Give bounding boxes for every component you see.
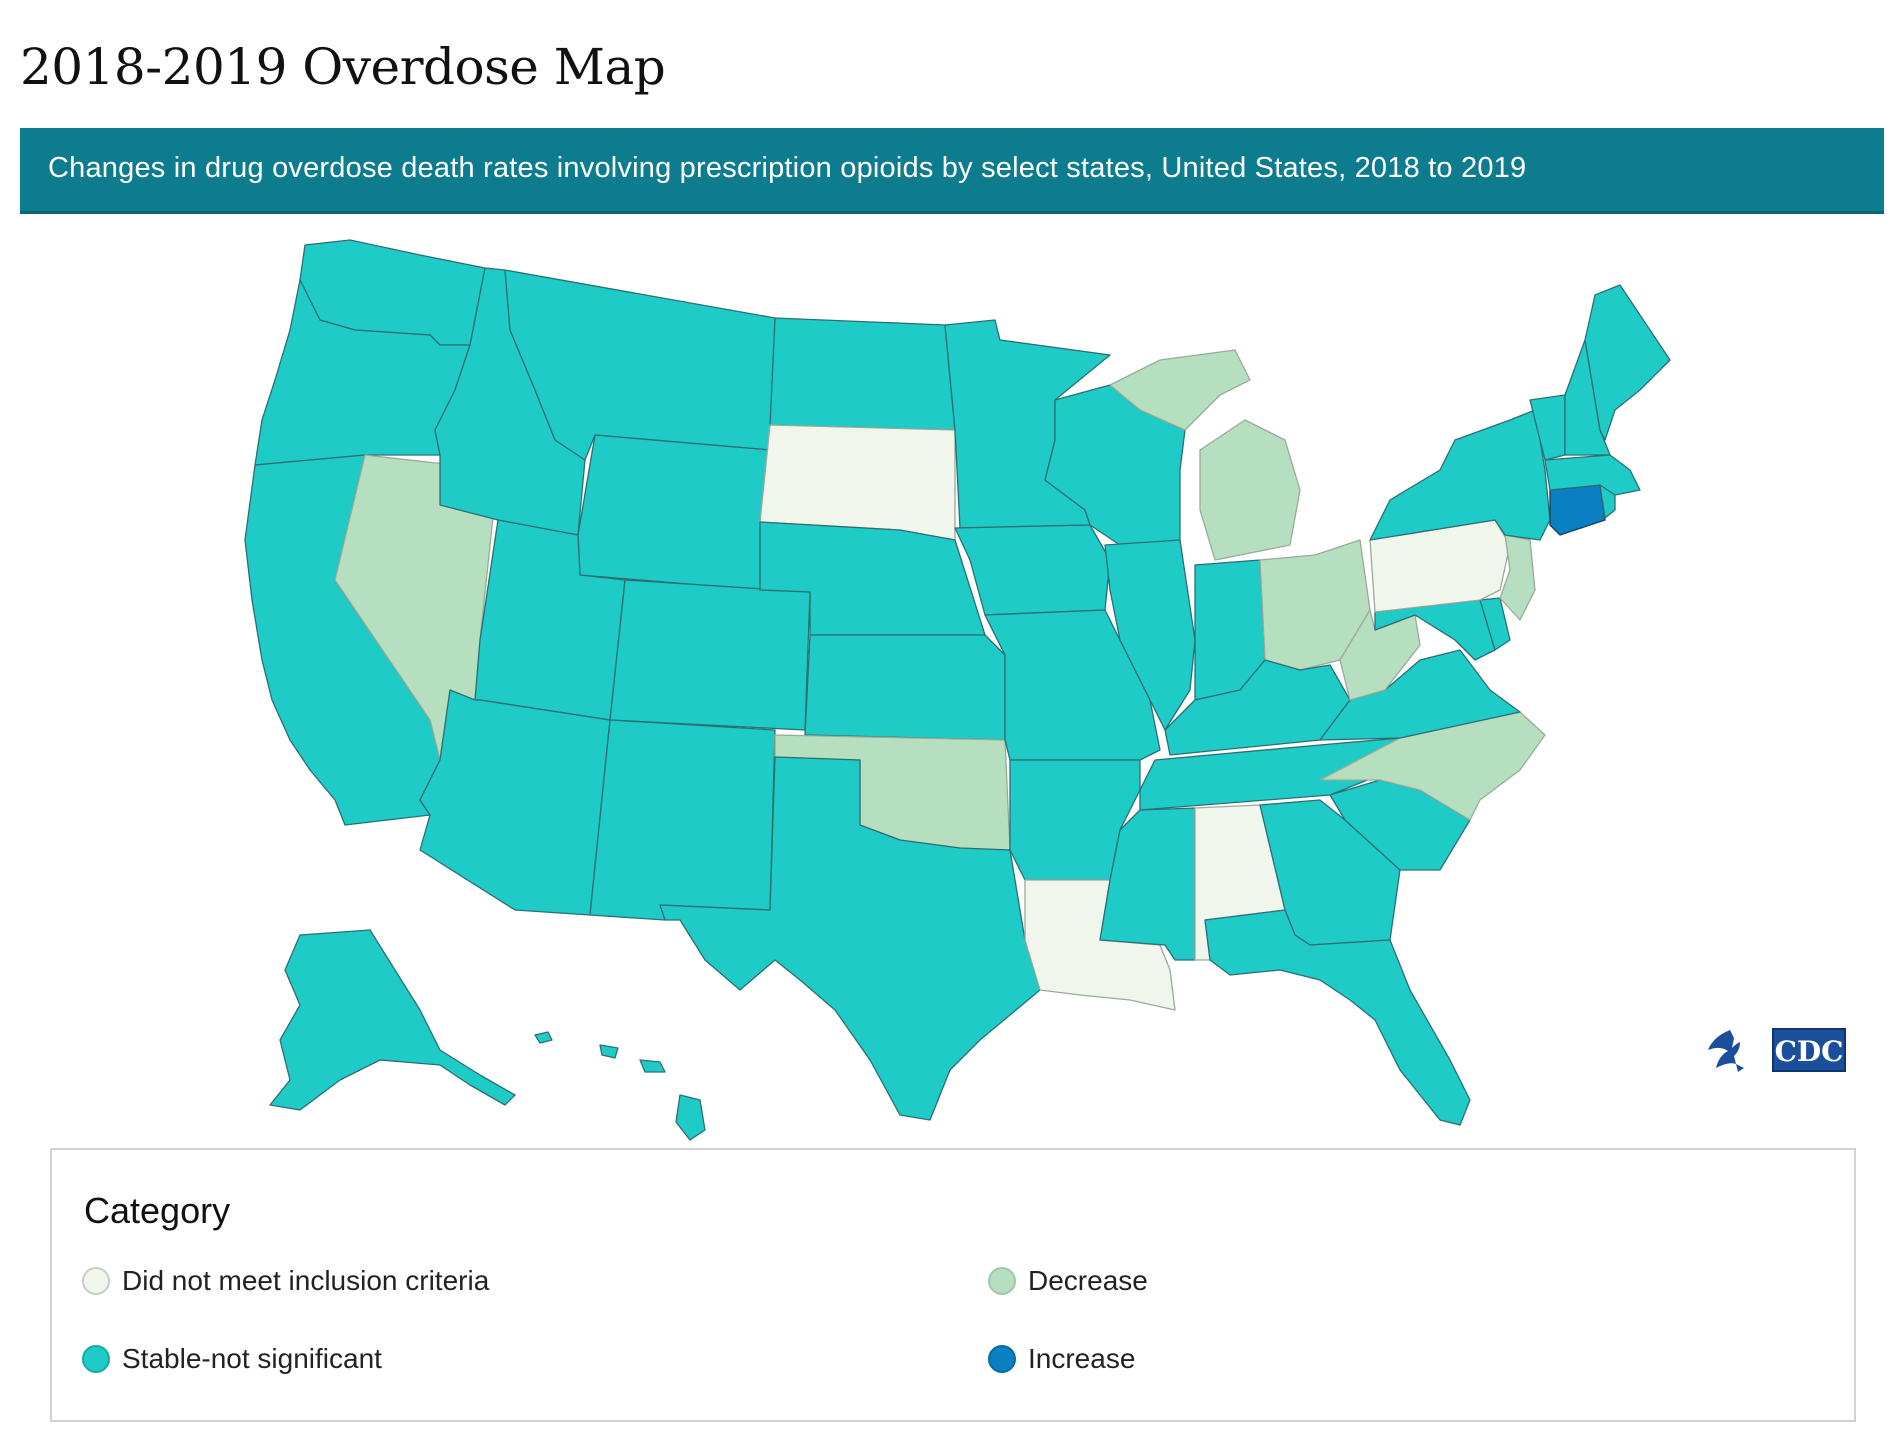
cdc-logo: CDC — [1700, 1020, 1850, 1080]
legend-item-decrease[interactable]: Decrease — [988, 1261, 1148, 1301]
subtitle-banner: Changes in drug overdose death rates inv… — [20, 128, 1884, 214]
legend-swatch-increase — [988, 1345, 1016, 1373]
legend-label-decrease: Decrease — [1028, 1265, 1148, 1296]
legend-item-stable[interactable]: Stable-not significant — [82, 1339, 382, 1379]
legend-title: Category — [84, 1190, 231, 1231]
state-connecticut[interactable] — [1549, 484, 1606, 536]
legend-swatch-stable — [82, 1345, 110, 1373]
legend-swatch-decrease — [988, 1267, 1016, 1295]
state-alaska[interactable] — [269, 929, 516, 1111]
state-new-jersey[interactable] — [1499, 534, 1536, 621]
state-texas[interactable] — [659, 756, 1041, 1121]
state-arizona[interactable] — [419, 689, 611, 916]
legend-label-stable: Stable-not significant — [122, 1343, 382, 1374]
state-kentucky[interactable] — [1164, 659, 1351, 756]
state-iowa[interactable] — [954, 524, 1111, 616]
cdc-logo-text: CDC — [1772, 1028, 1846, 1072]
page-title: 2018-2019 Overdose Map — [20, 38, 666, 96]
us-choropleth-map — [0, 225, 1900, 1150]
state-tennessee[interactable] — [1139, 737, 1401, 811]
state-new-mexico[interactable] — [589, 719, 776, 921]
legend-label-increase: Increase — [1028, 1343, 1136, 1374]
state-south-dakota[interactable] — [759, 424, 956, 541]
state-new-york[interactable] — [1369, 409, 1551, 541]
map-svg — [244, 239, 1671, 1141]
state-maine[interactable] — [1584, 284, 1671, 441]
state-kansas[interactable] — [804, 634, 1006, 741]
map-subtitle: Changes in drug overdose death rates inv… — [48, 152, 1527, 184]
map-legend: Category Did not meet inclusion criteria… — [50, 1148, 1856, 1422]
state-florida[interactable] — [1204, 909, 1471, 1126]
state-west-virginia[interactable] — [1339, 609, 1421, 701]
state-wyoming[interactable] — [577, 434, 771, 591]
legend-item-did-not-meet[interactable]: Did not meet inclusion criteria — [82, 1261, 489, 1301]
hhs-eagle-icon — [1708, 1030, 1744, 1072]
legend-label-did-not-meet: Did not meet inclusion criteria — [122, 1265, 490, 1296]
state-delaware[interactable] — [1479, 597, 1511, 651]
state-hawaii[interactable] — [534, 1031, 706, 1141]
state-michigan[interactable] — [1109, 349, 1301, 561]
legend-swatch-did-not-meet — [82, 1267, 110, 1295]
legend-item-increase[interactable]: Increase — [988, 1339, 1135, 1379]
state-colorado[interactable] — [609, 579, 811, 731]
state-missouri[interactable] — [984, 609, 1161, 761]
state-north-dakota[interactable] — [769, 317, 956, 431]
state-massachusetts[interactable] — [1544, 454, 1641, 496]
